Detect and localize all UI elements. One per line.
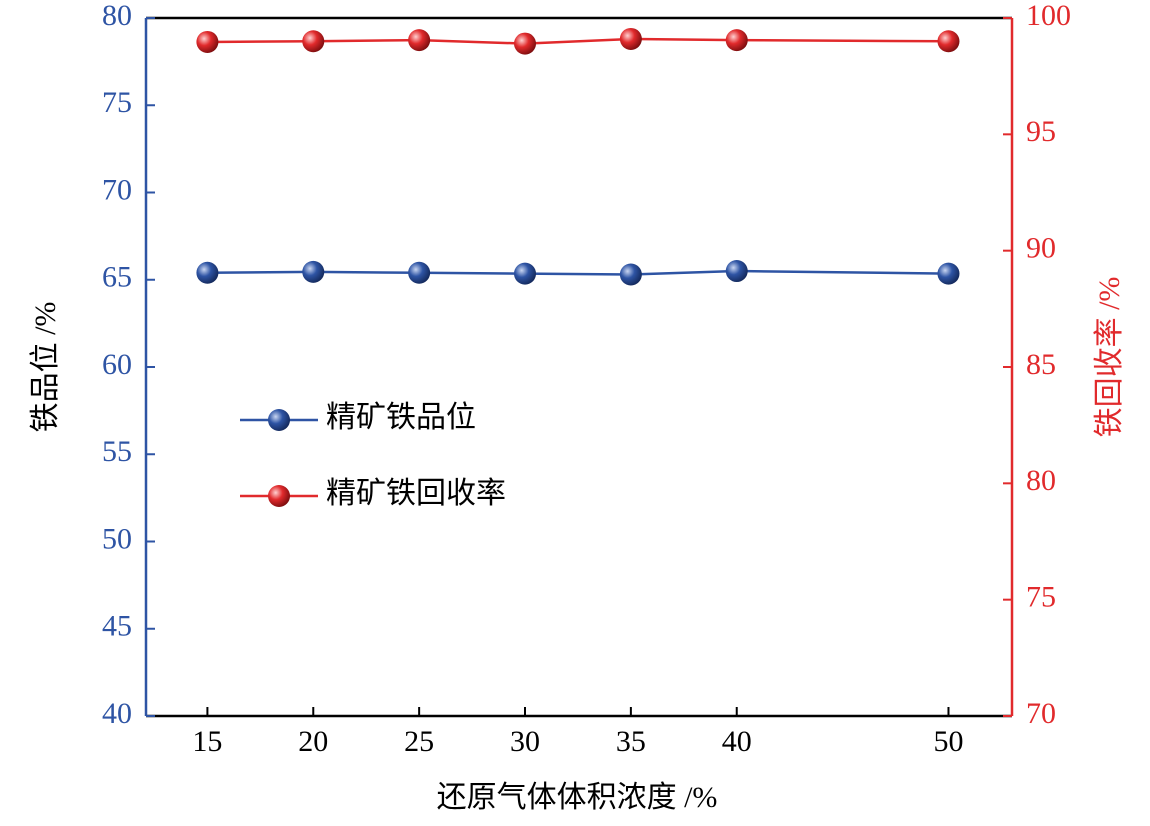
y2-tick-label: 70 (1026, 697, 1056, 730)
data-point (514, 32, 537, 55)
data-point (619, 263, 642, 286)
y-tick-label: 55 (102, 435, 132, 468)
data-point (302, 30, 325, 53)
data-point (196, 261, 219, 284)
y2-tick-label: 80 (1026, 464, 1056, 497)
y2-tick-label: 85 (1026, 348, 1056, 381)
data-point (514, 262, 537, 285)
y-tick-label: 80 (102, 0, 132, 32)
data-point (725, 29, 748, 52)
y2-axis-title: 铁回收率 /% (1093, 277, 1126, 438)
y-axis-title: 铁品位 /% (29, 302, 62, 433)
data-point (619, 27, 642, 50)
y2-tick-label: 90 (1026, 232, 1056, 265)
y-tick-label: 70 (102, 173, 132, 206)
x-tick-label: 50 (933, 725, 963, 758)
x-tick-label: 20 (298, 725, 328, 758)
data-point (408, 29, 431, 52)
legend-marker (268, 485, 290, 507)
x-tick-label: 15 (192, 725, 222, 758)
y-tick-label: 50 (102, 522, 132, 555)
legend-label: 精矿铁回收率 (326, 477, 506, 510)
y2-tick-label: 95 (1026, 115, 1056, 148)
x-tick-label: 35 (616, 725, 646, 758)
y-tick-label: 75 (102, 86, 132, 119)
data-point (725, 260, 748, 283)
x-tick-label: 30 (510, 725, 540, 758)
data-point (937, 30, 960, 53)
y-tick-label: 65 (102, 261, 132, 294)
y2-tick-label: 100 (1026, 0, 1071, 32)
legend-label: 精矿铁品位 (326, 401, 476, 434)
y-tick-label: 40 (102, 697, 132, 730)
x-axis-title: 还原气体体积浓度 /% (437, 781, 718, 814)
y-tick-label: 60 (102, 348, 132, 381)
x-tick-label: 40 (722, 725, 752, 758)
legend-marker (268, 409, 290, 431)
data-point (937, 262, 960, 285)
data-point (196, 30, 219, 53)
data-point (302, 260, 325, 283)
y-tick-label: 45 (102, 610, 132, 643)
y2-tick-label: 75 (1026, 581, 1056, 614)
data-point (408, 261, 431, 284)
x-tick-label: 25 (404, 725, 434, 758)
